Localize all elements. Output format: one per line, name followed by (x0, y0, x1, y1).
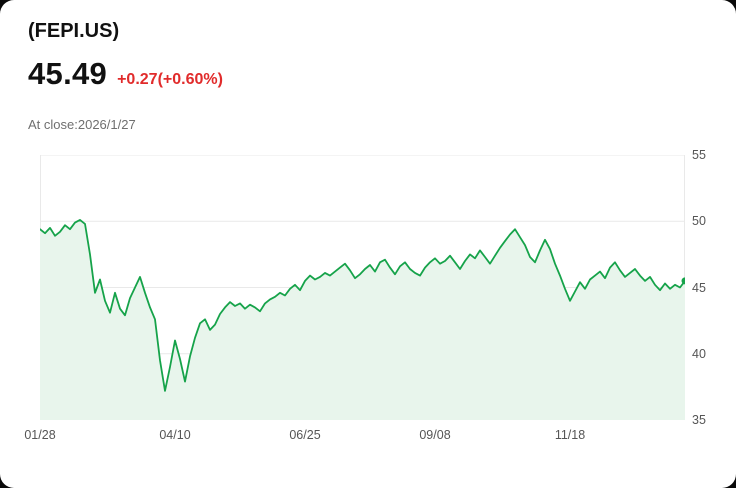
close-info: At close:2026/1/27 (28, 117, 136, 132)
stock-symbol: (FEPI.US) (28, 20, 120, 42)
x-axis-label: 04/10 (159, 428, 191, 442)
y-axis-label: 40 (692, 346, 706, 361)
y-axis-label: 50 (692, 214, 706, 229)
y-axis-labels: 55 50 45 40 35 (692, 148, 732, 427)
y-axis-label: 35 (692, 413, 706, 427)
price-change: +0.27(+0.60%) (117, 71, 223, 88)
x-axis-label: 01/28 (24, 428, 56, 442)
y-axis-label: 55 (692, 148, 706, 162)
x-axis-label: 06/25 (289, 428, 321, 442)
x-axis-label: 11/18 (554, 428, 586, 442)
x-axis-label: 09/08 (419, 428, 451, 442)
price-chart[interactable]: 55 50 45 40 35 01/28 04/10 06/25 09/08 11/18 (24, 148, 706, 442)
y-axis-label: 45 (692, 280, 706, 295)
chart-canvas[interactable] (40, 155, 685, 420)
price-row: 45.49 +0.27(+0.60%) (28, 56, 223, 92)
stock-price: 45.49 (28, 56, 108, 91)
x-axis-labels: 01/28 04/10 06/25 09/08 11/18 (24, 428, 685, 446)
